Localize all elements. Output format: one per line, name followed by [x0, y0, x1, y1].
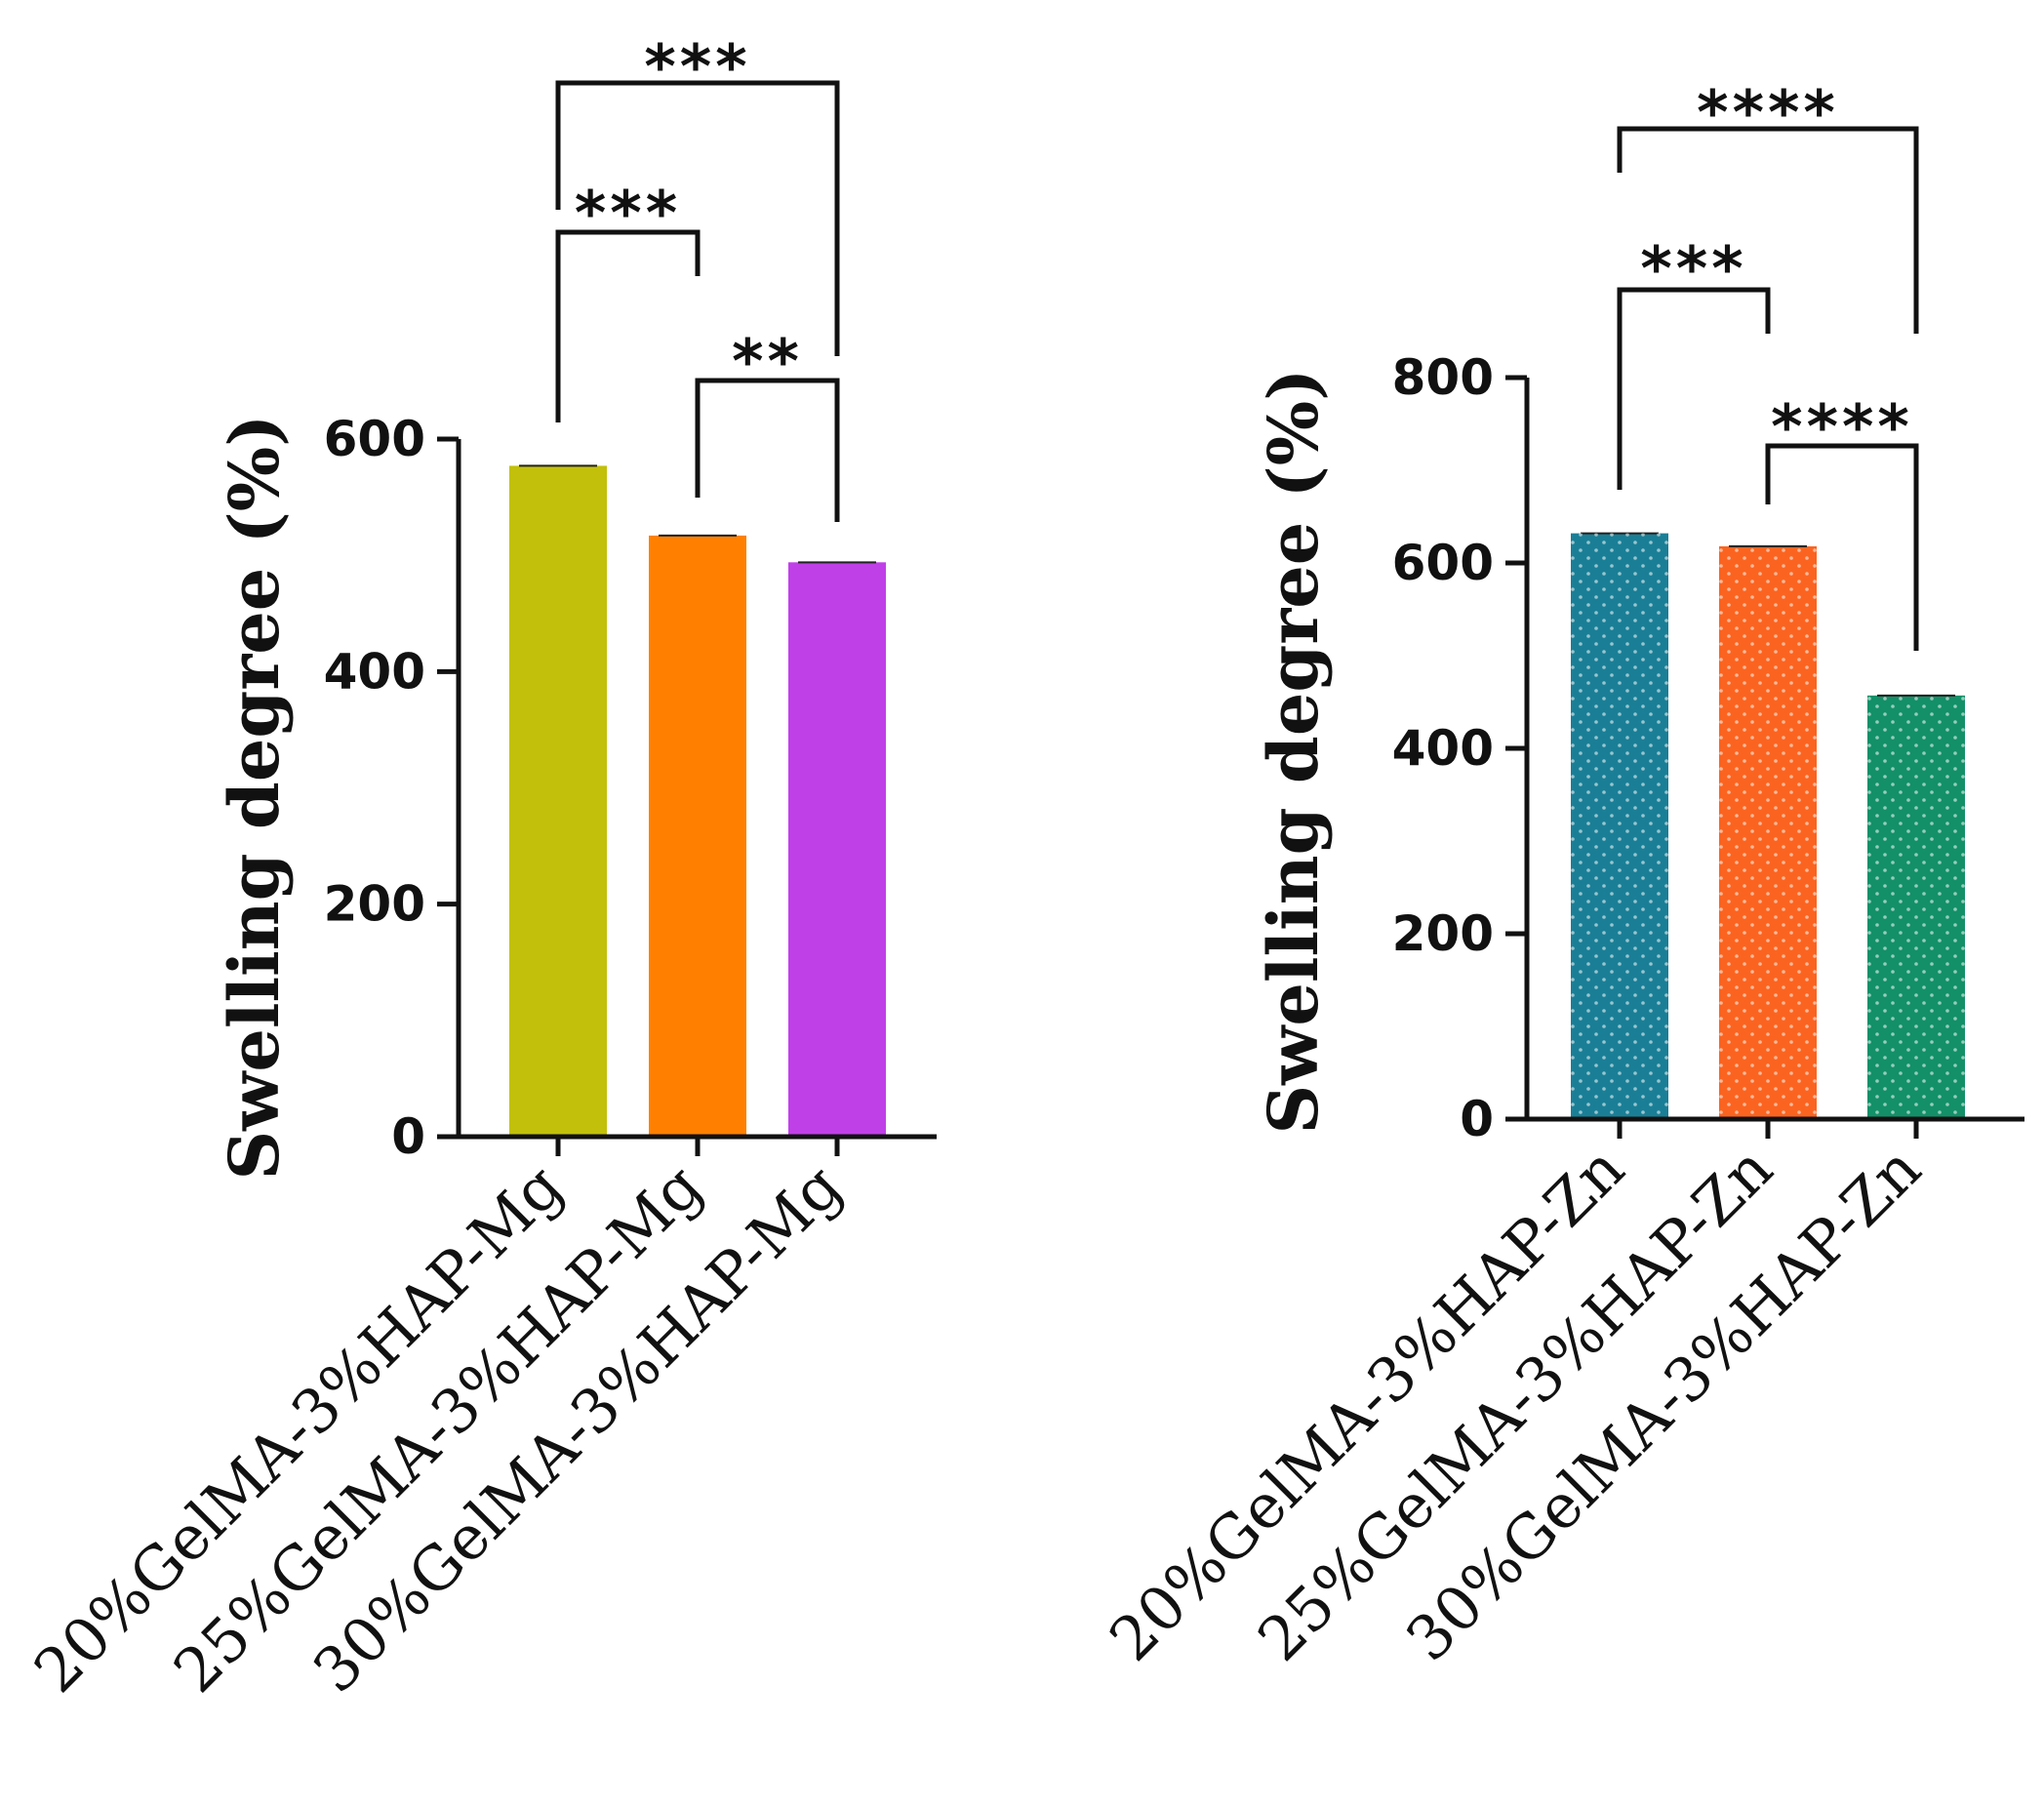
- chart-mg-bars: [509, 464, 886, 1137]
- category-label: 20%GelMA-3%HAP-Mg: [20, 1150, 577, 1706]
- significance-label-1: ***: [644, 31, 750, 102]
- chart-mg-brackets: ********: [555, 31, 840, 522]
- bar-2: [649, 535, 746, 1137]
- chart-mg-axes: [437, 436, 937, 1156]
- y-tick-label: 800: [1392, 349, 1494, 406]
- significance-bracket-1: [1617, 126, 1919, 334]
- significance-bracket-3: [695, 378, 840, 522]
- bar-pattern-3: [1867, 695, 1965, 1119]
- bar-3: [788, 562, 886, 1137]
- chart-zn-brackets: ***********: [1617, 77, 1919, 651]
- significance-bracket-2: [1617, 287, 1771, 490]
- y-tick-label: 400: [324, 643, 425, 700]
- chart-mg-y-axis-label: Swelling degree (%): [214, 415, 295, 1181]
- chart-zn-y-axis-label: Swelling degree (%): [1253, 369, 1334, 1135]
- chart-zn-category-labels: 20%GelMA-3%HAP-Zn25%GelMA-3%HAP-Zn30%Gel…: [1096, 1133, 1934, 1674]
- chart-mg: ******** Swelling degree (%) 0200400600 …: [20, 31, 937, 1706]
- significance-label-1: ****: [1697, 77, 1839, 148]
- chart-zn: *********** Swelling degree (%) 02004006…: [1096, 77, 2024, 1674]
- significance-label-2: ***: [575, 178, 681, 249]
- chart-mg-category-labels: 20%GelMA-3%HAP-Mg25%GelMA-3%HAP-Mg30%Gel…: [20, 1150, 856, 1706]
- category-label: 25%GelMA-3%HAP-Mg: [160, 1150, 716, 1706]
- category-label: 30%GelMA-3%HAP-Mg: [300, 1150, 856, 1706]
- significance-bracket-2: [555, 229, 701, 422]
- y-tick-label: 200: [324, 876, 425, 933]
- chart-zn-overlay: [1571, 533, 1965, 1119]
- significance-bracket-3: [1765, 443, 1919, 651]
- significance-label-3: ****: [1771, 391, 1913, 462]
- y-tick-label: 0: [391, 1108, 425, 1165]
- chart-zn-axes: [1505, 375, 2024, 1139]
- chart-mg-y-tick-labels: 0 200 400 600: [324, 411, 425, 1165]
- bar-1: [509, 465, 607, 1137]
- bar-pattern-2: [1719, 545, 1817, 1119]
- y-tick-label: 600: [1392, 535, 1494, 591]
- y-tick-label: 400: [1392, 720, 1494, 777]
- significance-label-2: ***: [1640, 233, 1746, 304]
- significance-bracket-1: [555, 80, 840, 356]
- y-tick-label: 0: [1460, 1091, 1494, 1147]
- y-tick-label: 200: [1392, 905, 1494, 962]
- chart-zn-y-tick-labels: 0 200 400 600 800: [1392, 349, 1494, 1147]
- significance-label-3: **: [732, 326, 803, 397]
- y-tick-label: 600: [324, 411, 425, 467]
- bar-pattern-1: [1571, 533, 1668, 1119]
